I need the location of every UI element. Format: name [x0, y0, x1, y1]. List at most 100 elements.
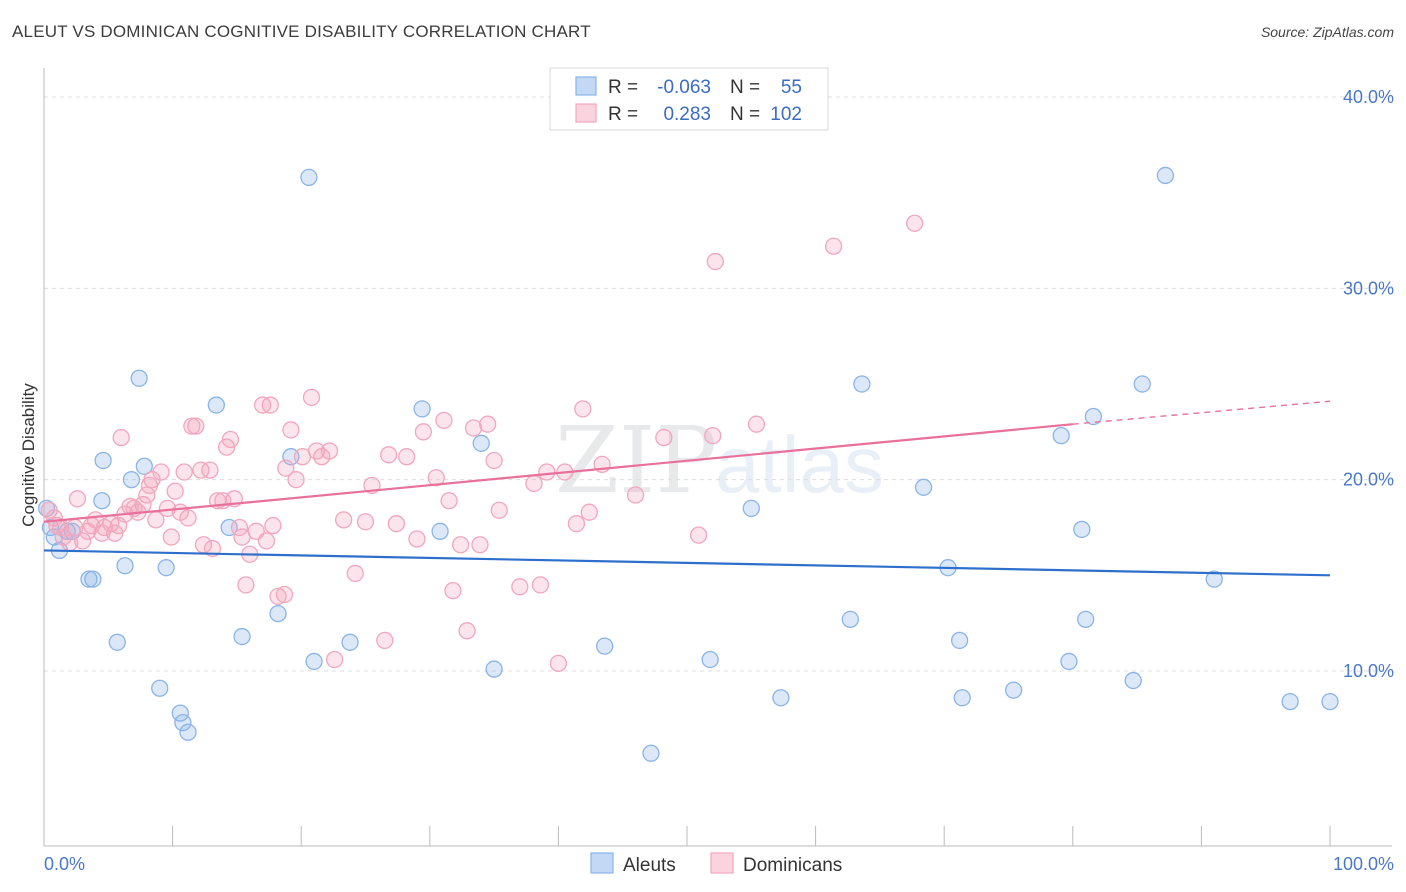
point-dominicans [574, 400, 592, 418]
point-dominicans [201, 461, 219, 479]
point-dominicans [464, 419, 483, 437]
point-aleuts [80, 570, 98, 588]
point-dominicans [479, 415, 497, 433]
legend-n-label-aleuts: N = [730, 77, 760, 98]
point-dominicans [257, 532, 276, 550]
point-dominicans [73, 532, 92, 550]
point-aleuts [300, 168, 318, 187]
point-aleuts [642, 744, 660, 762]
point-aleuts [174, 714, 192, 732]
series-legend-swatch-dominicans [710, 852, 734, 874]
point-dominicans [325, 650, 344, 669]
point-dominicans [531, 576, 550, 594]
chart-title: ALEUT VS DOMINICAN COGNITIVE DISABILITY … [12, 22, 591, 41]
point-aleuts [772, 689, 790, 707]
point-dominicans [747, 415, 766, 433]
point-aleuts [179, 723, 197, 741]
point-dominicans [175, 463, 193, 481]
point-aleuts [1133, 375, 1151, 393]
point-dominicans [179, 509, 197, 527]
point-dominicans [485, 451, 503, 470]
point-dominicans [166, 482, 184, 500]
series-legend: Aleuts Dominicans [590, 852, 842, 876]
trendline-dominicans [43, 423, 1073, 523]
point-dominicans [192, 461, 210, 479]
point-dominicans [549, 654, 568, 672]
series-points [37, 166, 1339, 762]
point-dominicans [334, 511, 353, 529]
point-aleuts [431, 522, 449, 540]
point-dominicans [580, 503, 598, 521]
x-tick-label-min: 0.0% [44, 854, 85, 874]
point-dominicans [356, 513, 375, 531]
source-credit: Source: ZipAtlas.com [1260, 24, 1394, 40]
point-dominicans [68, 490, 87, 508]
point-aleuts [413, 400, 431, 418]
legend-n-label-dominicans: N = [730, 104, 760, 125]
trendline-extension-dominicans [1072, 400, 1331, 425]
watermark-atlas: atlas [715, 420, 884, 509]
point-dominicans [511, 578, 529, 596]
series-legend-label-aleuts: Aleuts [623, 855, 676, 876]
point-dominicans [414, 423, 433, 441]
point-aleuts [94, 451, 112, 470]
point-dominicans [525, 474, 543, 493]
y-tick-labels: 10.0% 20.0% 30.0% 40.0% [1343, 87, 1394, 681]
point-aleuts [84, 570, 102, 588]
point-dominicans [282, 421, 300, 439]
legend-r-value-aleuts: -0.063 [657, 77, 711, 98]
y-axis-title: Cognitive Disability [19, 383, 38, 527]
point-dominicans [490, 501, 508, 519]
point-aleuts [233, 627, 251, 646]
point-dominicans [905, 214, 924, 232]
point-dominicans [237, 576, 255, 594]
watermark: ZIP atlas [555, 407, 884, 514]
point-aleuts [914, 478, 933, 496]
point-dominicans [704, 427, 722, 445]
y-tick-label: 10.0% [1343, 661, 1394, 681]
series-dominicans [40, 214, 924, 672]
point-aleuts [1156, 166, 1175, 185]
legend-n-value-aleuts: 55 [781, 77, 802, 98]
point-aleuts [485, 660, 503, 678]
point-aleuts [341, 633, 359, 651]
x-tick-label-max: 100.0% [1333, 854, 1394, 874]
point-aleuts [130, 369, 148, 387]
series-legend-swatch-aleuts [590, 852, 614, 874]
stats-legend: R = -0.063 N = 55 R = 0.283 N = 102 [549, 67, 829, 131]
point-aleuts [151, 679, 169, 697]
legend-r-label-dominicans: R = [608, 104, 638, 125]
x-ticks [43, 826, 1331, 846]
point-dominicans [379, 446, 398, 464]
point-aleuts [1052, 427, 1070, 445]
point-dominicans [440, 492, 458, 510]
point-aleuts [1124, 671, 1142, 690]
point-aleuts [1004, 681, 1023, 699]
point-aleuts [1060, 652, 1078, 671]
point-aleuts [596, 637, 614, 655]
point-aleuts [116, 557, 134, 575]
point-dominicans [187, 417, 205, 435]
legend-r-value-dominicans: 0.283 [663, 104, 711, 125]
legend-n-value-dominicans: 102 [770, 104, 802, 125]
point-aleuts [1321, 692, 1339, 711]
y-tick-label: 30.0% [1343, 278, 1394, 298]
trendline-aleuts [43, 549, 1331, 577]
point-aleuts [472, 434, 490, 452]
point-dominicans [152, 463, 170, 481]
point-dominicans [320, 442, 339, 460]
point-dominicans [706, 252, 724, 271]
point-dominicans [452, 536, 470, 554]
point-dominicans [427, 469, 445, 487]
point-dominicans [269, 587, 287, 606]
point-dominicans [346, 564, 364, 583]
point-aleuts [157, 559, 175, 577]
point-dominicans [277, 459, 295, 477]
point-dominicans [387, 515, 406, 533]
point-aleuts [1084, 407, 1103, 426]
point-aleuts [1073, 520, 1091, 539]
trendlines [43, 400, 1331, 577]
point-dominicans [444, 581, 462, 600]
point-dominicans [183, 417, 201, 435]
